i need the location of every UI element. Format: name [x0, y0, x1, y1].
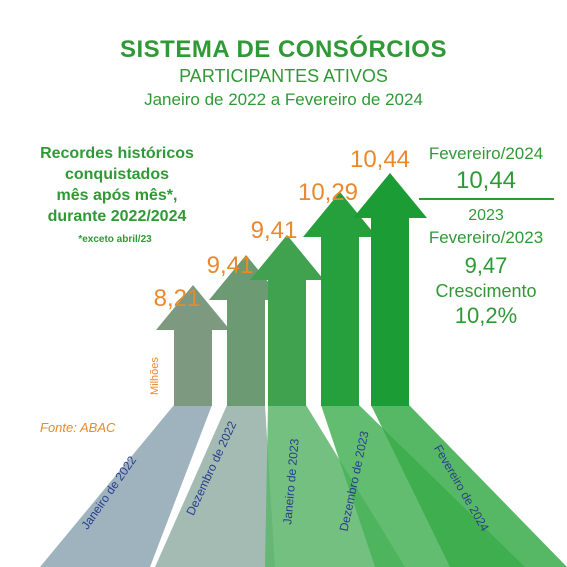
records-line-2: conquistados: [64, 166, 169, 183]
arrow-road-1: [40, 405, 212, 567]
arrow-bar-2: [209, 255, 283, 406]
value-label-5: 10,44: [350, 146, 410, 173]
arrow-roads: [40, 405, 567, 567]
previous-value: 9,47: [464, 253, 508, 278]
growth-value: 10,2%: [454, 303, 518, 328]
value-label-3: 9,41: [251, 217, 298, 244]
value-label-2: 9,41: [207, 252, 254, 279]
records-footnote: *exceto abril/23: [78, 234, 152, 245]
arrow-marks: [156, 173, 427, 406]
unit-label: Milhões: [149, 357, 161, 395]
records-line-3: mês após mês*,: [56, 187, 178, 204]
arrow-bar-4: [303, 192, 377, 406]
previous-year: 2023: [468, 207, 504, 224]
period-text: Janeiro de 2022 a Fevereiro de 2024: [144, 90, 423, 109]
summary-divider: [418, 198, 554, 200]
value-label-1: 8,21: [154, 285, 201, 312]
arrow-road-2: [155, 405, 275, 567]
growth-label: Crescimento: [435, 281, 537, 301]
page-subtitle: PARTICIPANTES ATIVOS: [179, 66, 388, 86]
arrow-road-5: [371, 405, 567, 567]
records-text: Recordes históricos conquistados mês apó…: [22, 143, 212, 227]
previous-period-label: Fevereiro/2023: [428, 228, 544, 247]
current-value: 10,44: [455, 167, 517, 194]
summary-panel: Fevereiro/2024 10,44 2023 Fevereiro/2023…: [410, 142, 562, 330]
source-text: Fonte: ABAC: [40, 420, 116, 435]
arrow-bar-5: [353, 173, 427, 406]
arrow-bar-1: [156, 285, 230, 406]
records-line-1: Recordes históricos: [40, 145, 194, 162]
arrow-bar-3: [250, 235, 324, 406]
value-label-4: 10,29: [298, 179, 358, 206]
records-line-4: durante 2022/2024: [47, 208, 187, 225]
page-title: SISTEMA DE CONSÓRCIOS: [120, 36, 447, 63]
current-period-label: Fevereiro/2024: [428, 144, 544, 163]
